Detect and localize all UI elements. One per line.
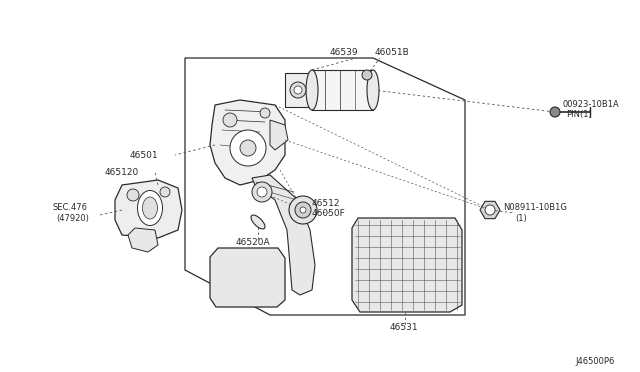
Circle shape: [230, 130, 266, 166]
Text: (47920): (47920): [56, 214, 89, 222]
Polygon shape: [285, 73, 312, 107]
Circle shape: [362, 70, 372, 80]
Text: (1): (1): [515, 214, 527, 222]
Circle shape: [257, 187, 267, 197]
Polygon shape: [312, 70, 373, 110]
Circle shape: [300, 207, 306, 213]
Circle shape: [223, 113, 237, 127]
Polygon shape: [115, 180, 182, 238]
Polygon shape: [252, 175, 315, 295]
Ellipse shape: [251, 215, 265, 229]
Text: 46520A: 46520A: [236, 237, 271, 247]
Text: 00923-10B1A: 00923-10B1A: [563, 99, 620, 109]
Text: 46539: 46539: [330, 48, 358, 57]
Text: 46050F: 46050F: [312, 208, 346, 218]
Ellipse shape: [138, 190, 163, 225]
Circle shape: [290, 82, 306, 98]
Circle shape: [294, 86, 302, 94]
Circle shape: [550, 107, 560, 117]
Ellipse shape: [367, 70, 379, 110]
Text: 46501: 46501: [130, 151, 159, 160]
Polygon shape: [352, 218, 462, 312]
Circle shape: [289, 196, 317, 224]
Text: J46500P6: J46500P6: [575, 357, 615, 366]
Text: PIN(1): PIN(1): [566, 109, 592, 119]
Circle shape: [260, 108, 270, 118]
Circle shape: [295, 202, 311, 218]
Text: 465120: 465120: [105, 167, 140, 176]
Ellipse shape: [143, 197, 157, 219]
Text: N08911-10B1G: N08911-10B1G: [503, 202, 567, 212]
Circle shape: [127, 189, 139, 201]
Circle shape: [160, 187, 170, 197]
Polygon shape: [210, 248, 285, 307]
Text: 46531: 46531: [390, 324, 419, 333]
Text: 46051B: 46051B: [375, 48, 410, 57]
Circle shape: [485, 205, 495, 215]
Polygon shape: [128, 228, 158, 252]
Text: 46512: 46512: [312, 199, 340, 208]
Polygon shape: [270, 120, 288, 150]
Text: SEC.476: SEC.476: [52, 202, 87, 212]
Polygon shape: [210, 100, 285, 185]
Ellipse shape: [306, 70, 318, 110]
Circle shape: [240, 140, 256, 156]
Circle shape: [252, 182, 272, 202]
